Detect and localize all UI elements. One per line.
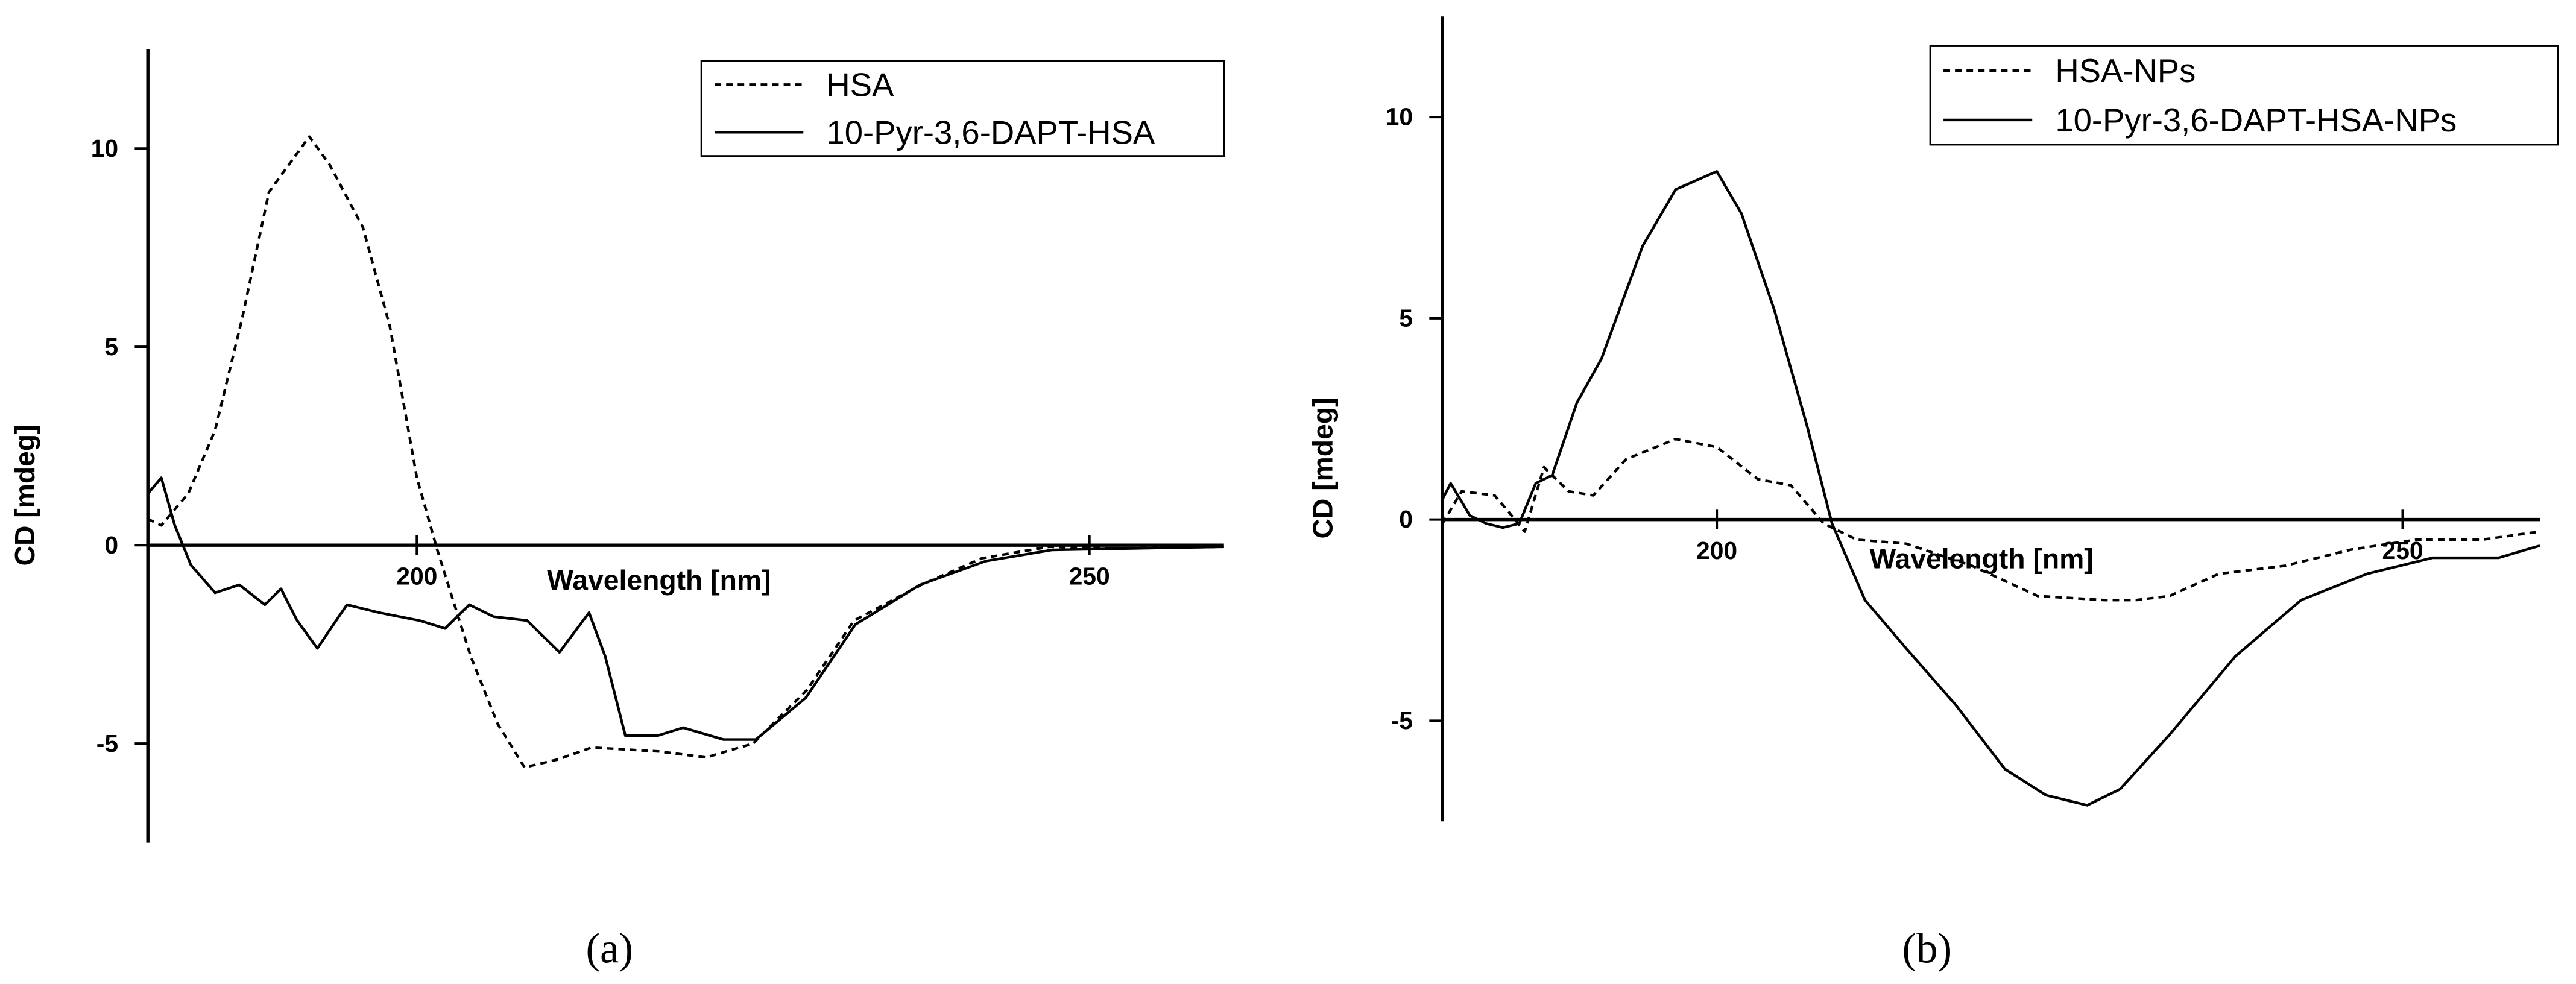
- y-tick-label: 0: [104, 531, 118, 559]
- caption: (b): [1902, 926, 1953, 973]
- legend: HSA-NPs 10-Pyr-3,6-DAPT-HSA-NPs: [1929, 45, 2559, 146]
- y-tick-label: 10: [91, 134, 118, 162]
- x-tick-label: 200: [396, 563, 437, 590]
- legend-label: 10-Pyr-3,6-DAPT-HSA: [826, 114, 1155, 151]
- data-line: [147, 476, 1224, 741]
- x-tick-label: 200: [1696, 537, 1737, 564]
- x-tick-label: 250: [2382, 537, 2423, 564]
- legend-box: [700, 60, 1225, 157]
- y-tick-label: 0: [1399, 505, 1413, 533]
- y-axis-label: CD [mdeg]: [9, 424, 40, 566]
- y-axis-label: CD [mdeg]: [1307, 397, 1339, 538]
- y-tick-label: 5: [1399, 304, 1413, 332]
- legend-box: [1929, 45, 2559, 146]
- y-tick-label: 5: [104, 333, 118, 361]
- y-tick-label: 10: [1386, 103, 1413, 131]
- legend-label: 10-Pyr-3,6-DAPT-HSA-NPs: [2055, 102, 2457, 139]
- x-axis-label: Wavelength [nm]: [547, 564, 771, 596]
- data-line: [1441, 437, 2540, 602]
- x-tick-label: 250: [1069, 563, 1110, 590]
- data-line: [147, 135, 1224, 769]
- caption: (a): [586, 926, 633, 973]
- legend-label: HSA-NPs: [2055, 52, 2196, 89]
- y-tick-label: -5: [96, 730, 118, 757]
- legend: HSA 10-Pyr-3,6-DAPT-HSA: [700, 60, 1225, 157]
- y-tick-label: -5: [1391, 707, 1413, 734]
- legend-label: HSA: [826, 66, 894, 103]
- data-line: [1441, 170, 2540, 807]
